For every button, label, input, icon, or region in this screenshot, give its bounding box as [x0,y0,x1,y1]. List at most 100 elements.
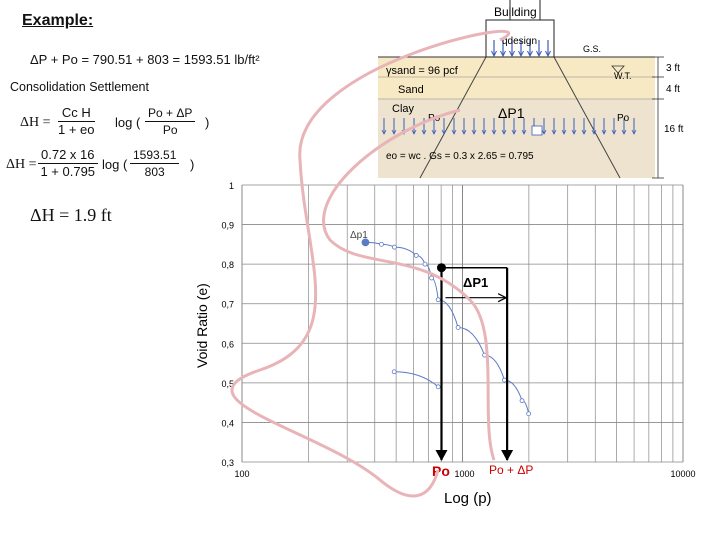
q-design-label: qdesign [502,36,537,47]
formula-2-log-numerator: 1593.51 [130,147,180,164]
clay-stress-arrowhead [621,129,627,135]
building-footprint [485,19,555,58]
footing-load-arrowhead [491,50,497,58]
formula-2-lhs: ΔH = [6,157,37,172]
clay-stress-arrowhead [581,129,587,135]
clay-stress-arrowhead [551,129,557,135]
po-right-label: Po [617,113,630,124]
y-axis-label: Void Ratio (e) [194,283,210,368]
formula-1-close: ) [205,115,210,130]
footing-load-arrows [491,40,551,58]
x-tick-label: 100 [234,469,249,479]
footing-load-arrowhead [518,50,524,58]
data-point [435,297,441,303]
clay-stress-arrowhead [531,129,537,135]
delta-p1-arrowhead [497,293,508,303]
data-point [482,352,487,358]
formula-2-close: ) [190,157,195,172]
clay-stress-arrowhead [391,129,397,135]
clay-stress-arrowhead [521,129,527,135]
stress-spread-left [419,56,487,179]
formula-2-numerator: 0.72 x 16 [38,147,98,164]
footing-load-arrowhead [545,50,551,58]
delta-p1-chart-label: ΔP1 [463,275,488,290]
clay-stress-arrowhead [381,129,387,135]
x-axis-label: Log (p) [444,490,492,507]
y-tick-label: 0,7 [221,300,234,310]
void-ratio-equation: eo = wc . Gs = 0.3 x 2.65 = 0.795 [386,151,534,162]
data-point [435,384,441,390]
formula-1-fraction: Cc H 1 + eo [58,105,95,138]
y-tick-labels: 1 0,9 0,8 0,7 0,6 0,5 0,4 0,3 [221,181,234,468]
sand-label: Sand [398,84,424,96]
y-tick-label: 0,5 [221,379,234,389]
delta-p-chart-label: Δp1 [350,230,368,241]
callout-curves [230,29,511,498]
footing-load-arrowhead [509,50,515,58]
clay-stress-arrowhead [561,129,567,135]
clay-stress-arrowhead [461,129,467,135]
clay-label: Clay [392,103,415,115]
water-table-label: W.T. [614,71,632,81]
series-line [394,371,439,388]
clay-stress-arrowhead [511,129,517,135]
formula-2-fraction: 0.72 x 16 1 + 0.795 [38,147,98,180]
water-table-icon [611,65,625,74]
clay-stress-arrowhead [591,129,597,135]
clay-stress-arrows [381,118,637,135]
y-tick-label: 0,4 [221,418,234,428]
formula-1-log-denominator: Po [162,123,178,137]
data-point [391,244,397,250]
delta-p-equation: ΔP + Po = 790.51 + 803 = 1593.51 lb/ft² [30,52,260,67]
data-point [502,377,507,383]
clay-stress-arrowhead [571,129,577,135]
data-point [519,398,525,404]
po-plus-dp-axis-label: Po + ΔP [489,463,533,477]
x-tick-labels: 100 10000 1000 [234,469,695,479]
example-title: Example: [22,12,94,29]
formula-1-lhs: ΔH = [20,115,51,130]
consolidation-heading: Consolidation Settlement [10,80,149,94]
data-point [361,238,370,247]
dimension-16ft: 16 ft [664,124,684,135]
formula-1-numerator: Cc H [58,105,95,122]
formula-1-denominator: 1 + eo [58,122,95,137]
building-label: Building [494,5,537,19]
clay-stress-arrowhead [601,129,607,135]
data-point [391,369,397,375]
data-point [413,253,419,258]
clay-stress-arrowhead [501,129,507,135]
footing-load-arrowhead [527,50,533,58]
y-tick-label: 0,6 [221,339,234,349]
callout-curve-dp [322,108,496,461]
clay-stress-arrowhead [631,129,637,135]
callout-curve-po [230,29,511,498]
chart-series [361,238,532,417]
footing-load-arrowhead [536,50,542,58]
formula-2-log: log ( [102,157,128,172]
y-tick-label: 1 [229,181,234,191]
sand-layer-dry [378,57,655,77]
po-arrowhead [435,450,448,461]
dimension-4ft: 4 ft [666,84,680,95]
data-point [526,411,532,417]
soil-element-marker [531,125,543,136]
x-tick-label: 1000 [454,469,474,479]
series-line [365,241,530,414]
po-left-label: Po [428,113,441,124]
clay-stress-arrowhead [441,129,447,135]
delta-p1-profile-label: ΔP1 [498,105,525,121]
po-marker-point [436,263,446,273]
formula-1-log-numerator: Po + ΔP [145,105,196,122]
clay-layer [378,99,655,178]
settlement-result: ΔH = 1.9 ft [30,205,112,225]
clay-stress-arrowhead [401,129,407,135]
clay-stress-arrowhead [611,129,617,135]
y-tick-label: 0,9 [221,221,234,231]
footing-load-arrowhead [500,50,506,58]
formula-1-log-fraction: Po + ΔP Po [145,105,196,138]
clay-stress-arrowhead [451,129,457,135]
data-point [455,325,461,330]
formula-2-log-denominator: 803 [144,165,165,179]
dimension-3ft: 3 ft [666,63,680,74]
